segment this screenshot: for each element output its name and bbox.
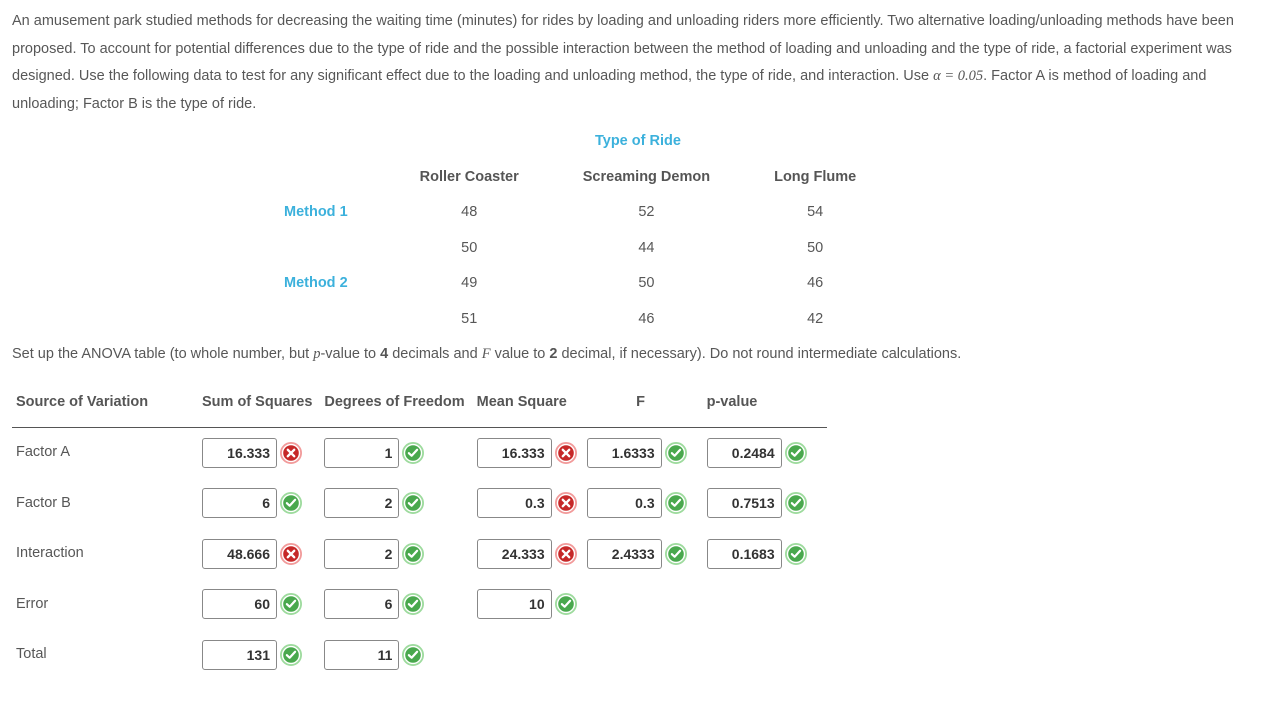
- anova-row-label: Factor A: [12, 427, 202, 478]
- data-cell: 42: [742, 302, 888, 338]
- correct-icon: [402, 593, 424, 615]
- df-input[interactable]: [324, 589, 399, 619]
- correct-icon: [402, 492, 424, 514]
- col-header: Long Flume: [742, 160, 888, 196]
- anova-row-label: Total: [12, 630, 202, 681]
- p-input[interactable]: [707, 438, 782, 468]
- correct-icon: [402, 644, 424, 666]
- anova-header: Source of Variation: [12, 383, 202, 427]
- data-cell: 44: [551, 231, 742, 267]
- ss-input[interactable]: [202, 539, 277, 569]
- incorrect-icon: [555, 543, 577, 565]
- correct-icon: [785, 492, 807, 514]
- anova-row: Total: [12, 630, 827, 681]
- anova-header: p-value: [707, 383, 827, 427]
- p2e: decimal, if necessary). Do not round int…: [557, 346, 961, 362]
- anova-header: F: [587, 383, 707, 427]
- f-input[interactable]: [587, 488, 662, 518]
- ms-input[interactable]: [477, 539, 552, 569]
- data-cell: 49: [388, 266, 551, 302]
- data-row-header: [252, 231, 388, 267]
- correct-icon: [665, 543, 687, 565]
- alpha-equation: α = 0.05: [933, 68, 983, 84]
- f-input[interactable]: [587, 539, 662, 569]
- df-input[interactable]: [324, 488, 399, 518]
- correct-icon: [555, 593, 577, 615]
- correct-icon: [402, 442, 424, 464]
- data-cell: 50: [742, 231, 888, 267]
- data-cell: 50: [551, 266, 742, 302]
- data-row-header: [252, 302, 388, 338]
- data-table-superheader: Type of Ride: [388, 124, 889, 160]
- df-input[interactable]: [324, 438, 399, 468]
- anova-row-label: Interaction: [12, 529, 202, 580]
- anova-row: Factor B: [12, 478, 827, 529]
- p2a: Set up the ANOVA table (to whole number,…: [12, 346, 313, 362]
- p-input[interactable]: [707, 488, 782, 518]
- data-cell: 48: [388, 195, 551, 231]
- data-cell: 50: [388, 231, 551, 267]
- anova-row: Interaction: [12, 529, 827, 580]
- anova-row-label: Factor B: [12, 478, 202, 529]
- f-input[interactable]: [587, 438, 662, 468]
- correct-icon: [785, 442, 807, 464]
- correct-icon: [785, 543, 807, 565]
- data-cell: 46: [742, 266, 888, 302]
- data-cell: 51: [388, 302, 551, 338]
- correct-icon: [402, 543, 424, 565]
- col-header: Roller Coaster: [388, 160, 551, 196]
- data-cell: 46: [551, 302, 742, 338]
- incorrect-icon: [280, 543, 302, 565]
- df-input[interactable]: [324, 539, 399, 569]
- incorrect-icon: [555, 492, 577, 514]
- data-cell: 52: [551, 195, 742, 231]
- correct-icon: [665, 442, 687, 464]
- df-input[interactable]: [324, 640, 399, 670]
- correct-icon: [280, 593, 302, 615]
- f-symbol: F: [482, 346, 491, 362]
- problem-paragraph-2: Set up the ANOVA table (to whole number,…: [12, 341, 1270, 369]
- p-input[interactable]: [707, 539, 782, 569]
- ss-input[interactable]: [202, 438, 277, 468]
- data-row-header: Method 1: [252, 195, 388, 231]
- ms-input[interactable]: [477, 589, 552, 619]
- incorrect-icon: [555, 442, 577, 464]
- p2d: value to: [491, 346, 550, 362]
- ss-input[interactable]: [202, 488, 277, 518]
- correct-icon: [280, 492, 302, 514]
- incorrect-icon: [280, 442, 302, 464]
- correct-icon: [665, 492, 687, 514]
- p2b: -value to: [320, 346, 380, 362]
- p2c: decimals and: [388, 346, 482, 362]
- data-table: Type of Ride Roller Coaster Screaming De…: [252, 124, 888, 337]
- anova-header: Mean Square: [477, 383, 587, 427]
- data-row-header: Method 2: [252, 266, 388, 302]
- ms-input[interactable]: [477, 488, 552, 518]
- anova-header: Degrees of Freedom: [324, 383, 476, 427]
- ss-input[interactable]: [202, 640, 277, 670]
- col-header: Screaming Demon: [551, 160, 742, 196]
- ms-input[interactable]: [477, 438, 552, 468]
- problem-paragraph-1: An amusement park studied methods for de…: [12, 8, 1270, 118]
- anova-header: Sum of Squares: [202, 383, 324, 427]
- correct-icon: [280, 644, 302, 666]
- data-cell: 54: [742, 195, 888, 231]
- anova-row: Factor A: [12, 427, 827, 478]
- ss-input[interactable]: [202, 589, 277, 619]
- anova-row: Error: [12, 579, 827, 630]
- anova-row-label: Error: [12, 579, 202, 630]
- four: 4: [380, 346, 388, 362]
- anova-table: Source of Variation Sum of Squares Degre…: [12, 383, 827, 680]
